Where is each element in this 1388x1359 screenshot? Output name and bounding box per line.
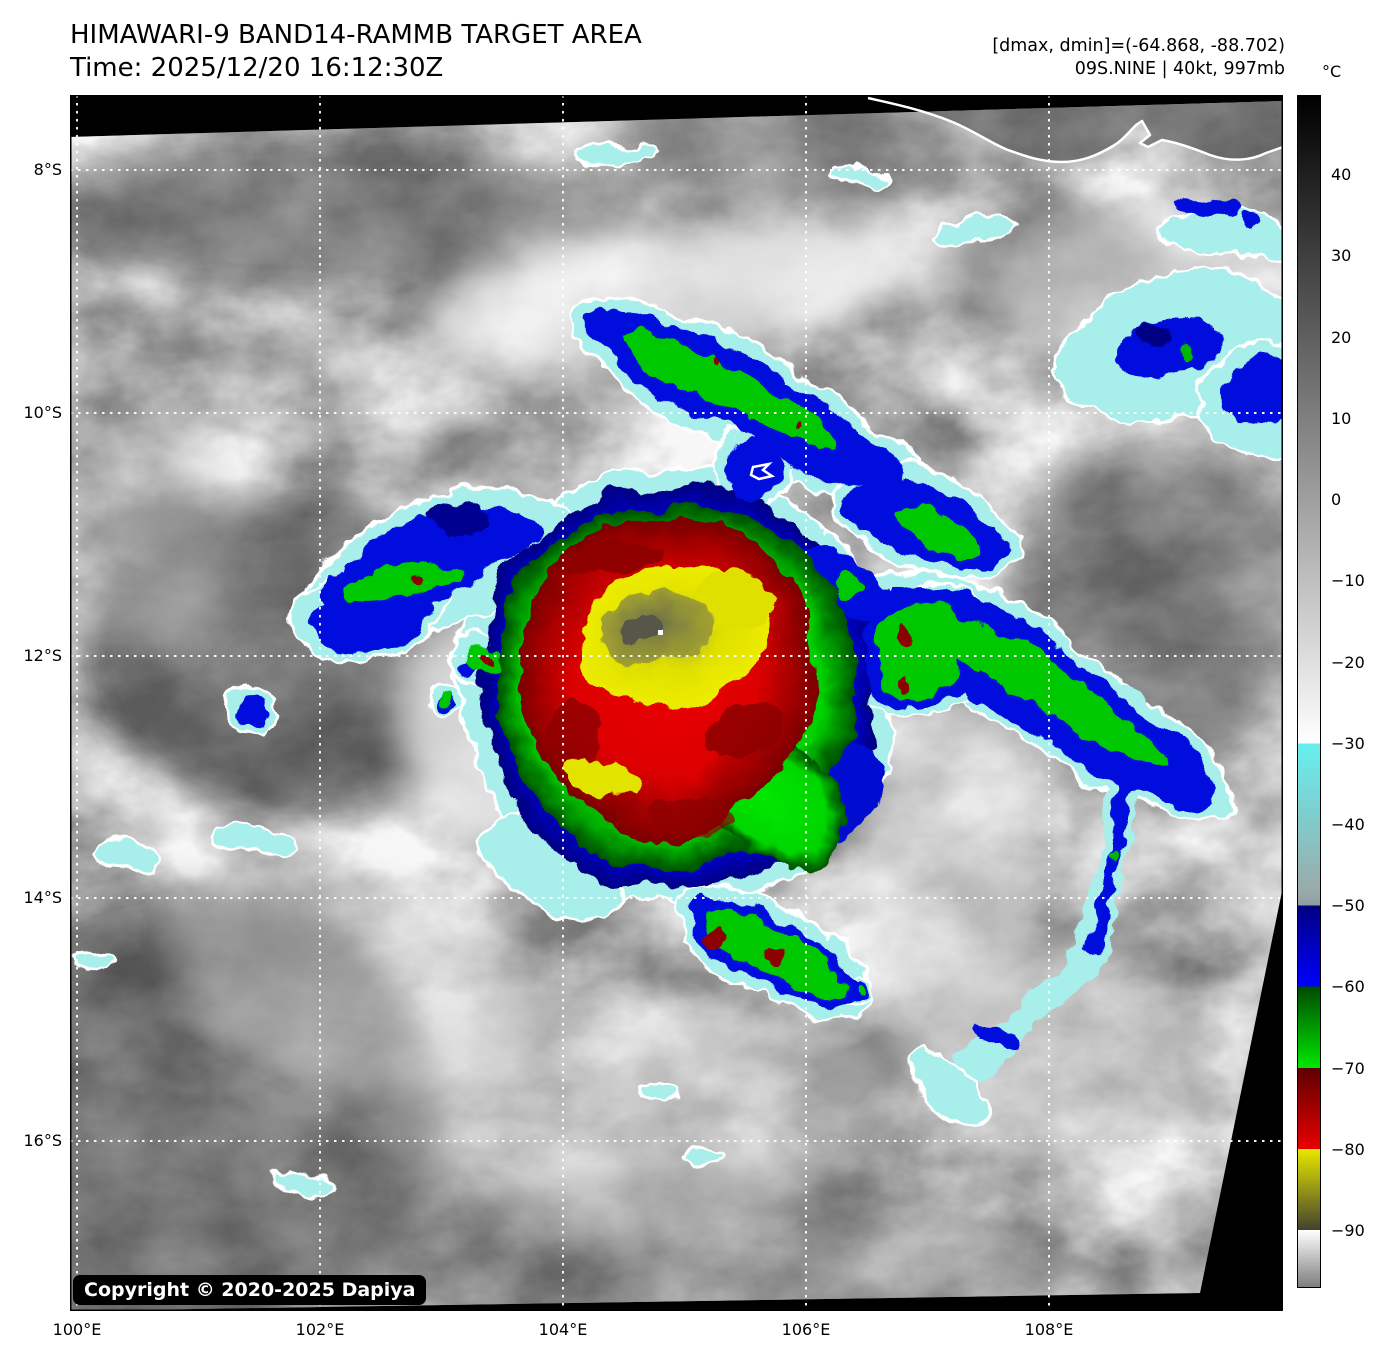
satellite-image [70,95,1284,1311]
dmax-dmin-label: [dmax, dmin]=(-64.868, -88.702) [992,36,1285,56]
colorbar-tick-label: −20 [1331,653,1365,672]
colorbar-tick-label: −50 [1331,896,1365,915]
lon-tick-label: 102°E [295,1320,345,1339]
storm-info-label: 09S.NINE | 40kt, 997mb [1074,59,1285,79]
colorbar-tick-label: −60 [1331,977,1365,996]
lon-tick-label: 108°E [1024,1320,1074,1339]
colorbar-tick-label: 10 [1331,409,1352,428]
colorbar [1297,95,1321,1288]
colorbar-tick-label: −70 [1331,1059,1365,1078]
storm-center-marker [658,630,663,635]
lat-tick-label: 12°S [23,646,62,665]
lat-tick-label: 14°S [23,888,62,907]
enhanced-cold-clouds [71,141,1283,1194]
colorbar-tick-label: −80 [1331,1140,1365,1159]
colorbar-tick-label: 30 [1331,246,1352,265]
satellite-plot [70,95,1284,1311]
christmas-island-outline [749,462,776,481]
lat-tick-label: 10°S [23,403,62,422]
copyright-badge: Copyright © 2020-2025 Dapiya [73,1275,427,1305]
time-label: Time: 2025/12/20 16:12:30Z [70,53,444,83]
plot-frame [70,95,1283,1311]
lat-tick-label: 16°S [23,1131,62,1150]
colorbar-tick-label: 0 [1331,490,1342,509]
lon-tick-label: 104°E [538,1320,588,1339]
colorbar-tick-label: 20 [1331,328,1352,347]
colorbar-tick-label: −40 [1331,815,1365,834]
java-land-shading [868,101,1283,162]
colorbar-unit-label: °C [1322,62,1342,81]
grid-lines [70,95,1283,1311]
yellow-core-layer [568,562,763,800]
colorbar-tick-label: −90 [1331,1221,1365,1240]
coastline-java [867,96,1284,164]
colorbar-tick-label: −30 [1331,734,1365,753]
colorbar-tick-label: 40 [1331,165,1352,184]
lon-tick-label: 100°E [52,1320,102,1339]
page-title: HIMAWARI-9 BAND14-RAMMB TARGET AREA [70,20,642,50]
lon-tick-label: 106°E [781,1320,831,1339]
colorbar-tick-label: −10 [1331,571,1365,590]
satellite-swath [70,101,1283,1311]
lat-tick-label: 8°S [33,160,62,179]
